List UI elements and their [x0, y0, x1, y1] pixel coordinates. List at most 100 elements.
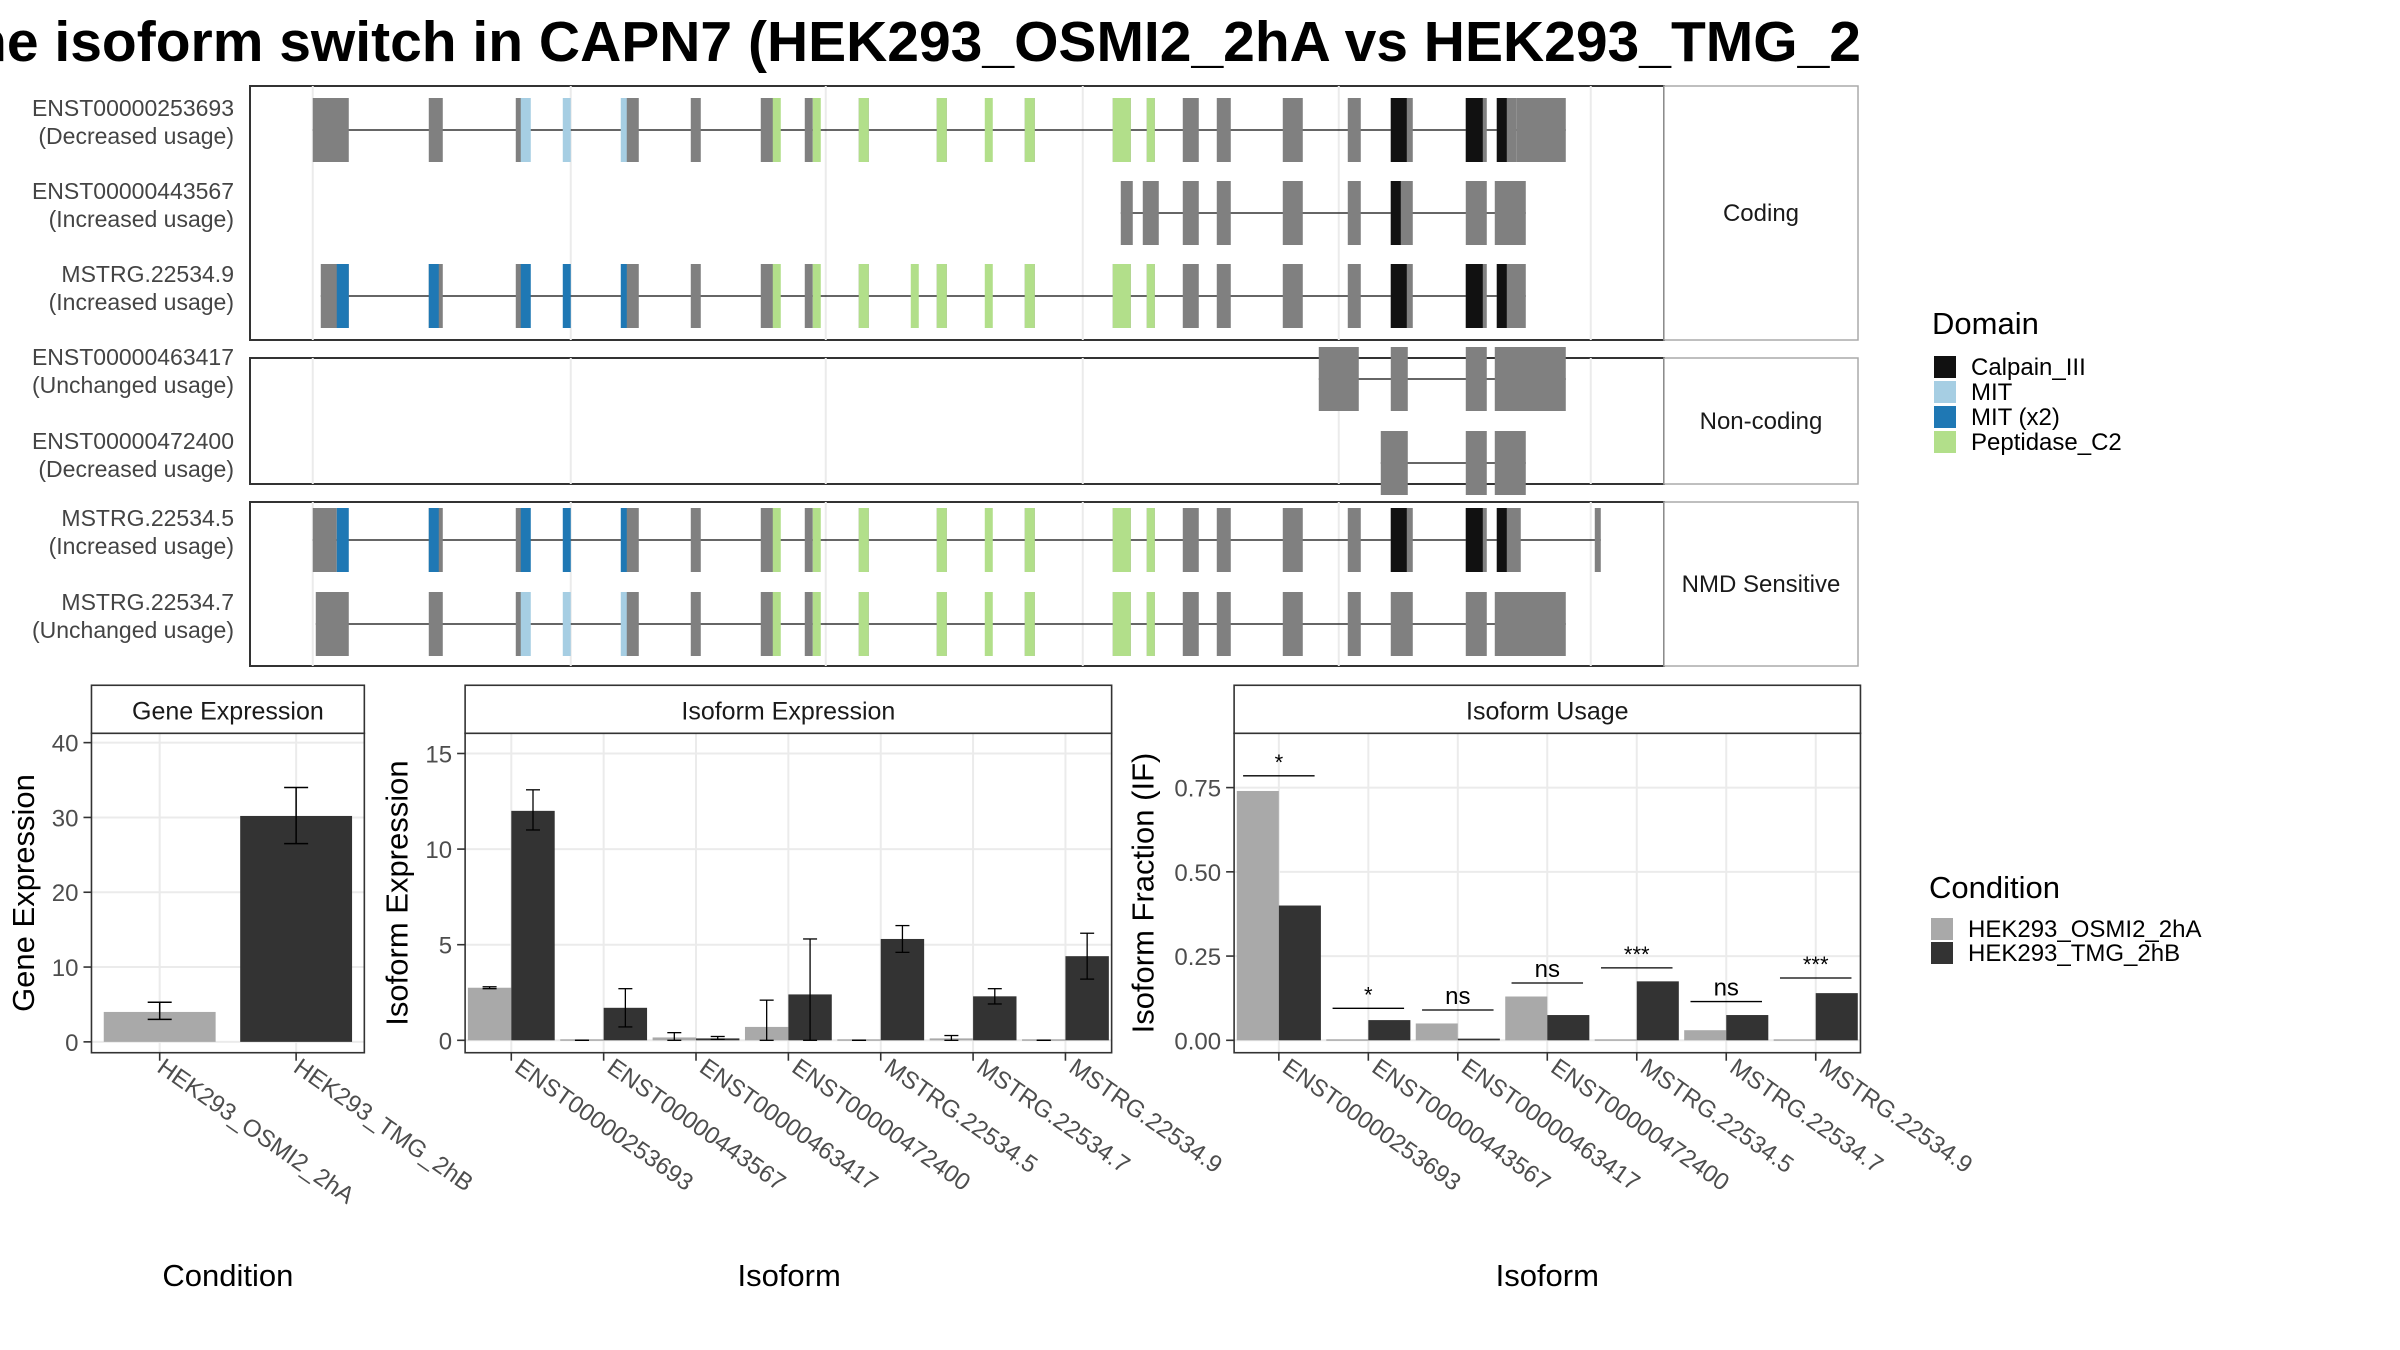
exon — [690, 98, 701, 162]
domain-segment — [562, 98, 571, 162]
exon — [1282, 98, 1303, 162]
exon — [1347, 181, 1361, 245]
transcript-model — [315, 592, 1566, 656]
exon — [804, 592, 813, 656]
domain-segment — [1496, 264, 1507, 328]
bar — [1415, 1023, 1458, 1041]
y-tick-label: 30 — [52, 805, 79, 832]
condition-legend-label: HEK293_TMG_2hB — [1968, 940, 2180, 967]
x-axis-title: Condition — [162, 1258, 293, 1293]
chart-panel-1: Isoform Expression051015ENST00000253693E… — [380, 684, 1227, 1293]
x-axis-title: Isoform — [1496, 1258, 1599, 1293]
y-tick-label: 5 — [439, 933, 452, 960]
bar — [1326, 1039, 1369, 1041]
exon — [315, 592, 349, 656]
exon — [624, 508, 639, 572]
domain-segment — [910, 264, 919, 328]
transcript-usage-label: (Unchanged usage) — [32, 617, 234, 643]
bar — [1368, 1020, 1411, 1041]
transcript-panel-1: Non-coding ENST00000463417(Unchanged usag… — [32, 344, 1859, 495]
exon — [624, 98, 639, 162]
domain-segment — [812, 264, 821, 328]
domain-segment — [1146, 592, 1155, 656]
transcript-model — [1380, 431, 1526, 495]
domain-segment — [984, 264, 993, 328]
exon — [760, 508, 775, 572]
panel-strip-label: NMD Sensitive — [1682, 571, 1841, 598]
domain-segment — [1146, 264, 1155, 328]
domain-segment — [1496, 508, 1507, 572]
exon — [515, 264, 523, 328]
transcript-panel-0: Coding ENST00000253693(Decreased usage) EN… — [32, 85, 1859, 341]
domain-legend-key — [1934, 431, 1956, 453]
exon — [760, 592, 775, 656]
exon — [515, 98, 523, 162]
exon — [804, 264, 813, 328]
significance-label: *** — [1624, 942, 1650, 967]
bar — [1547, 1015, 1590, 1041]
domain-segment — [772, 508, 781, 572]
domain-legend-label: MIT (x2) — [1971, 404, 2060, 431]
domain-segment — [984, 98, 993, 162]
exon — [1182, 592, 1199, 656]
domain-segment — [1146, 98, 1155, 162]
bar — [1815, 993, 1858, 1041]
bar — [1726, 1015, 1769, 1041]
domain-segment — [772, 264, 781, 328]
panel-strip-label: Coding — [1723, 200, 1799, 227]
exon — [1216, 264, 1231, 328]
exon — [1510, 508, 1521, 572]
exon — [624, 592, 639, 656]
chart-title: Isoform Usage — [1466, 697, 1629, 725]
y-axis-title: Isoform Fraction (IF) — [1125, 753, 1160, 1034]
domain-legend-label: Peptidase_C2 — [1971, 429, 2122, 456]
transcript-usage-label: (Increased usage) — [49, 533, 234, 559]
y-tick-label: 40 — [52, 731, 79, 758]
significance-label: ns — [1535, 956, 1560, 983]
transcript-usage-label: (Increased usage) — [49, 289, 234, 315]
domain-segment — [1024, 264, 1035, 328]
panel-strip-label: Non-coding — [1700, 408, 1823, 435]
domain-segment — [772, 98, 781, 162]
domain-legend-key — [1934, 381, 1956, 403]
exon — [1182, 98, 1199, 162]
domain-legend-label: MIT — [1971, 379, 2013, 406]
domain-segment — [812, 592, 821, 656]
domain-segment — [936, 508, 947, 572]
exon — [515, 508, 523, 572]
domain-segment — [520, 264, 531, 328]
domain-segment — [1390, 181, 1401, 245]
bar — [1278, 905, 1321, 1041]
domain-segment — [1024, 98, 1035, 162]
domain-segment — [984, 592, 993, 656]
exon — [1347, 264, 1361, 328]
transcript-id-label: MSTRG.22534.7 — [61, 589, 234, 615]
domain-segment — [336, 264, 349, 328]
domain-segment — [1112, 98, 1131, 162]
domain-segment — [428, 508, 439, 572]
figure-title: he isoform switch in CAPN7 (HEK293_OSMI2… — [0, 0, 1862, 80]
transcript-usage-label: (Decreased usage) — [38, 456, 234, 482]
transcript-id-label: ENST00000443567 — [32, 178, 234, 204]
exon — [690, 508, 701, 572]
domain-segment — [620, 592, 627, 656]
exon — [1465, 431, 1487, 495]
bar — [467, 987, 512, 1041]
x-tick-label: MSTRG.22534.9 — [1814, 1054, 1977, 1179]
chart-frame — [464, 732, 1113, 1054]
domain-segment — [562, 592, 571, 656]
transcript-id-label: ENST00000463417 — [32, 344, 234, 370]
bar — [1236, 790, 1279, 1041]
y-tick-label: 0.25 — [1174, 944, 1221, 971]
domain-segment — [812, 98, 821, 162]
domain-legend-key — [1934, 356, 1956, 378]
exon — [1390, 592, 1413, 656]
chart-frame — [90, 732, 366, 1054]
exon — [1282, 264, 1303, 328]
x-tick-label: MSTRG.22534.7 — [972, 1054, 1135, 1179]
transcript-model — [1318, 347, 1566, 411]
y-axis-title: Isoform Expression — [380, 760, 415, 1025]
exon — [1510, 264, 1526, 328]
